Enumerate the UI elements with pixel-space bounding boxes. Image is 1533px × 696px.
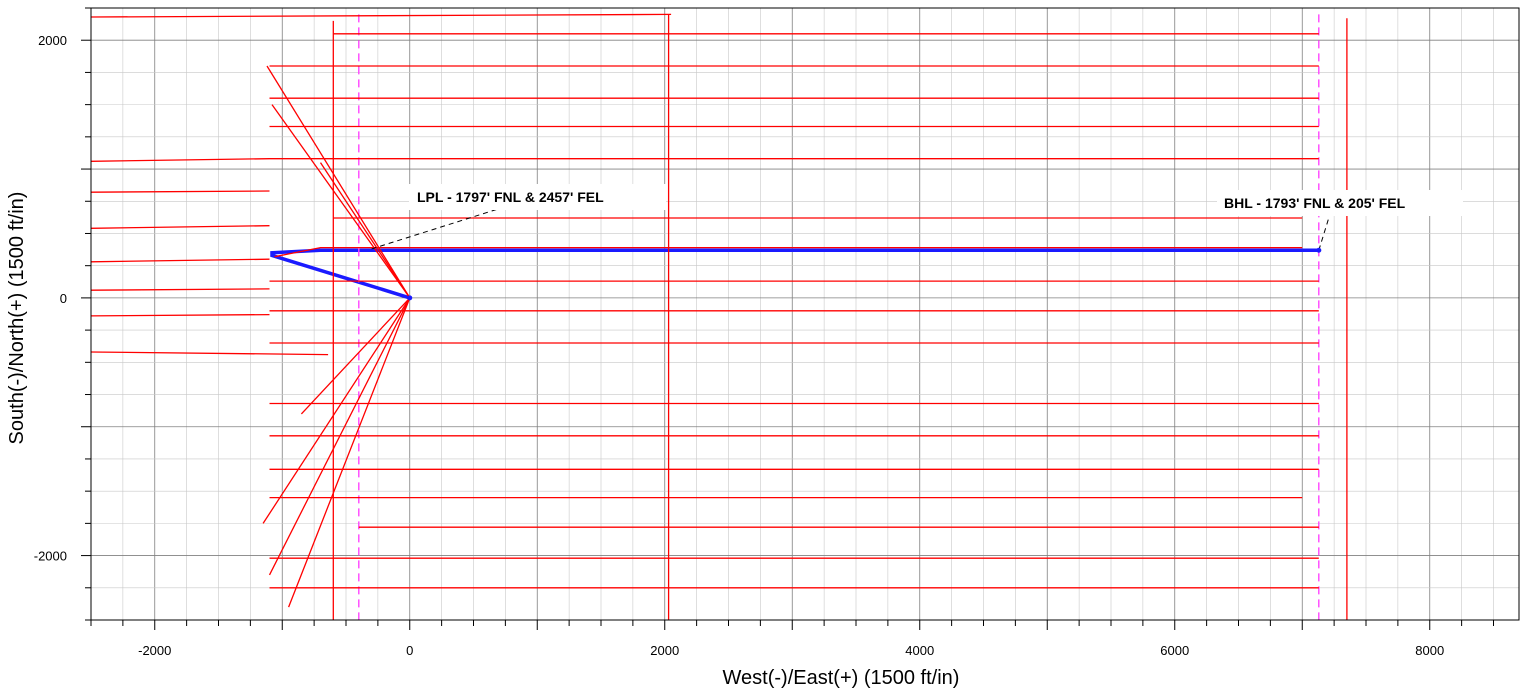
- x-tick-label: 0: [406, 643, 413, 658]
- offset-well-line: [90, 190, 270, 193]
- offset-well-line: [90, 313, 270, 317]
- offset-well-line: [90, 225, 270, 229]
- x-tick-label: 2000: [650, 643, 679, 658]
- offset-well-line: [90, 288, 270, 291]
- series-group: [90, 13, 1348, 620]
- callout-box: [409, 184, 666, 210]
- y-axis-title: South(-)/North(+) (1500 ft/in): [6, 192, 28, 445]
- grid: [90, 7, 1519, 621]
- callout-label: LPL - 1797' FNL & 2457' FEL: [417, 189, 604, 205]
- x-tick-label: 8000: [1415, 643, 1444, 658]
- axis-ticks: [81, 7, 1494, 630]
- offset-well-line: [266, 65, 411, 299]
- offset-well-line: [90, 351, 329, 356]
- callout-label: BHL - 1793' FNL & 205' FEL: [1224, 195, 1406, 211]
- offset-well-line: [300, 297, 411, 415]
- bhl-marker: [1316, 247, 1322, 253]
- y-tick-label: -2000: [34, 549, 67, 564]
- offset-well-line: [319, 162, 411, 299]
- y-tick-label: 2000: [38, 33, 67, 48]
- offset-well-line: [90, 258, 270, 263]
- offset-well-line: [287, 297, 411, 608]
- callout-leader: [371, 208, 499, 250]
- offset-well-line: [90, 13, 672, 18]
- surface-marker: [407, 295, 413, 301]
- x-axis-title: West(-)/East(+) (1500 ft/in): [723, 667, 960, 689]
- tick-labels: -2000 0 2000 4000 6000 8000 -2000 0 2000: [34, 33, 1444, 658]
- offset-well-line: [268, 297, 411, 576]
- x-tick-label: -2000: [138, 643, 171, 658]
- callout-leader: [1318, 213, 1331, 251]
- callout-box: [1217, 190, 1463, 216]
- offset-well-line: [90, 158, 270, 162]
- annotations: LPL - 1797' FNL & 2457' FEL BHL - 1793' F…: [371, 184, 1463, 301]
- y-tick-label: 0: [60, 291, 67, 306]
- offset-well-line: [262, 297, 411, 524]
- plot-frame: [90, 7, 1520, 621]
- x-tick-label: 6000: [1160, 643, 1189, 658]
- offset-well-line: [274, 246, 1303, 258]
- offset-well-line: [271, 104, 411, 299]
- plan-well-line: [270, 248, 1319, 300]
- x-tick-label: 4000: [905, 643, 934, 658]
